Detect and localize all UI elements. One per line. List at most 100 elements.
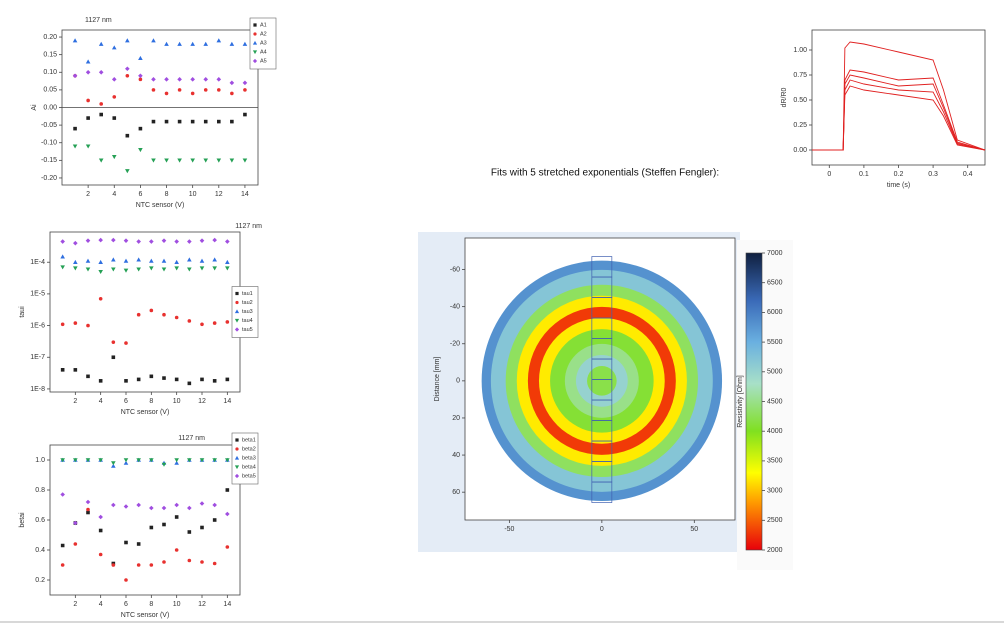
point [111, 563, 116, 567]
y-axis-label: Ai [31, 104, 38, 111]
point [187, 239, 192, 244]
point [242, 41, 248, 46]
colorbar-tick-label: 2500 [767, 517, 783, 524]
legend-label: tau1 [242, 291, 253, 297]
legend-label: tau3 [242, 309, 253, 315]
point [124, 341, 128, 345]
legend-label: A4 [260, 49, 267, 55]
point [73, 520, 78, 526]
point [203, 41, 209, 46]
point [85, 144, 91, 149]
point [190, 119, 195, 124]
point [85, 238, 91, 243]
point [125, 133, 130, 138]
point [72, 144, 78, 149]
point [111, 340, 116, 344]
point [136, 502, 141, 508]
colorbar-tick-label: 5500 [767, 339, 783, 346]
point [203, 158, 209, 163]
point [174, 458, 179, 463]
point [174, 239, 179, 244]
x-tick-label: 0.3 [928, 171, 938, 178]
point [187, 257, 192, 262]
point [164, 119, 169, 124]
point [98, 269, 103, 275]
y-tick-label: 1E-6 [30, 322, 45, 329]
line [812, 41, 986, 151]
point [111, 463, 116, 468]
point [111, 77, 117, 82]
x-tick-label: 6 [124, 601, 128, 608]
point [212, 502, 217, 508]
legend-marker [235, 300, 239, 305]
point [174, 502, 179, 508]
point [212, 257, 217, 262]
point [187, 458, 192, 463]
point [111, 155, 117, 160]
point [123, 458, 129, 463]
x-tick-label: 8 [165, 191, 169, 198]
legend-label: beta1 [242, 437, 256, 443]
chart-title: 1127 nm [178, 435, 205, 442]
legend-marker [252, 50, 258, 55]
point [187, 530, 192, 534]
point [187, 267, 192, 272]
point [174, 460, 179, 465]
y-axis-label: taui [19, 306, 26, 318]
point [212, 518, 217, 522]
x-tick-label: 0 [600, 526, 604, 533]
legend-marker [253, 32, 257, 36]
y-tick-label: 0.05 [43, 87, 57, 94]
point [187, 381, 192, 386]
point [177, 88, 182, 92]
bottom-bar [0, 621, 1004, 623]
point [161, 258, 167, 263]
y-tick-label: 1.00 [793, 47, 807, 54]
point [162, 312, 166, 317]
heading: Fits with 5 stretched exponentials (Stef… [491, 168, 719, 179]
point [85, 59, 91, 64]
point [174, 266, 179, 271]
y-tick-label: 0 [456, 378, 460, 385]
point [124, 578, 128, 582]
point [98, 379, 103, 383]
y-tick-label: -0.10 [41, 140, 57, 147]
point [136, 377, 141, 382]
y-tick-label: 1E-5 [30, 291, 45, 298]
x-axis-label: NTC sensor (V) [121, 409, 170, 416]
point [73, 126, 77, 131]
point [177, 119, 182, 124]
point [98, 458, 103, 463]
point [225, 511, 230, 517]
point [136, 542, 141, 546]
x-tick-label: 4 [99, 601, 103, 608]
legend-label: A3 [260, 40, 267, 46]
point [212, 321, 217, 325]
point [125, 73, 130, 78]
point [225, 545, 230, 549]
y-tick-label: 1E-7 [30, 354, 45, 361]
x-tick-label: 2 [86, 191, 90, 198]
point [190, 77, 195, 82]
point [60, 368, 65, 372]
point [225, 458, 230, 463]
point [111, 257, 116, 262]
point [174, 259, 179, 265]
legend-marker [235, 447, 239, 451]
y-axis-label: betai [19, 512, 26, 528]
point [124, 379, 128, 383]
point [98, 237, 103, 243]
point [73, 368, 78, 372]
point [161, 267, 167, 272]
point [138, 126, 143, 131]
chart-title: 1127 nm [235, 223, 262, 230]
legend-label: beta3 [242, 455, 256, 461]
y-tick-label: -0.05 [41, 122, 57, 129]
legend-label: beta4 [242, 464, 256, 470]
point [149, 258, 154, 263]
point [60, 563, 65, 567]
legend-label: A5 [260, 58, 267, 64]
y-tick-label: 1.0 [35, 457, 45, 464]
point [112, 95, 117, 99]
point [73, 321, 78, 325]
